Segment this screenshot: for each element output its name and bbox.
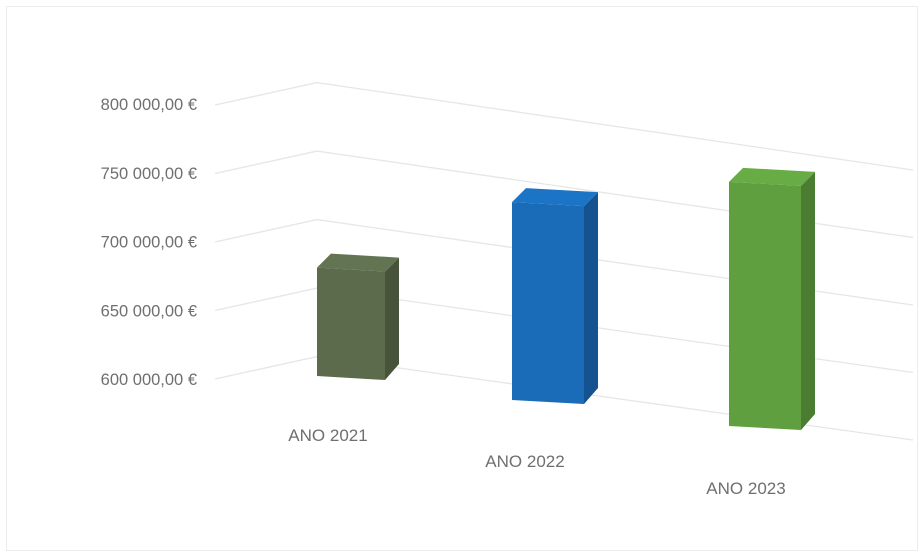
y-tick-label: 650 000,00 € <box>101 302 197 320</box>
bar-top-face <box>317 253 399 272</box>
y-tick-label: 800 000,00 € <box>101 96 197 114</box>
x-axis-ticks: ANO 2021 ANO 2022 ANO 2023 <box>288 426 785 498</box>
x-tick-label: ANO 2023 <box>706 479 785 498</box>
bar-front-face <box>317 267 385 380</box>
bar-front-face <box>729 181 801 430</box>
y-tick-label: 600 000,00 € <box>101 371 197 389</box>
bar-ano-2021 <box>317 253 399 380</box>
y-axis-ticks: 600 000,00 € 650 000,00 € 700 000,00 € 750 … <box>101 96 197 389</box>
bar-side-face <box>801 171 815 430</box>
bar-side-face <box>385 257 399 380</box>
bar-top-face <box>512 188 598 207</box>
bar-ano-2022 <box>512 188 598 404</box>
gridline <box>214 218 914 306</box>
chart-area: 600 000,00 € 650 000,00 € 700 000,00 € 750 … <box>101 81 914 498</box>
gridline <box>214 150 914 239</box>
x-tick-label: ANO 2021 <box>288 426 367 445</box>
gridline <box>214 81 914 171</box>
x-tick-label: ANO 2022 <box>485 452 564 471</box>
gridlines <box>214 81 914 441</box>
bar-ano-2023 <box>729 167 815 430</box>
bar-side-face <box>584 192 598 404</box>
chart-frame: 600 000,00 € 650 000,00 € 700 000,00 € 750 … <box>6 6 918 551</box>
bar-front-face <box>512 202 584 404</box>
bar-top-face <box>729 167 815 186</box>
y-tick-label: 700 000,00 € <box>101 234 197 252</box>
bars <box>317 167 815 430</box>
y-tick-label: 750 000,00 € <box>101 165 197 183</box>
